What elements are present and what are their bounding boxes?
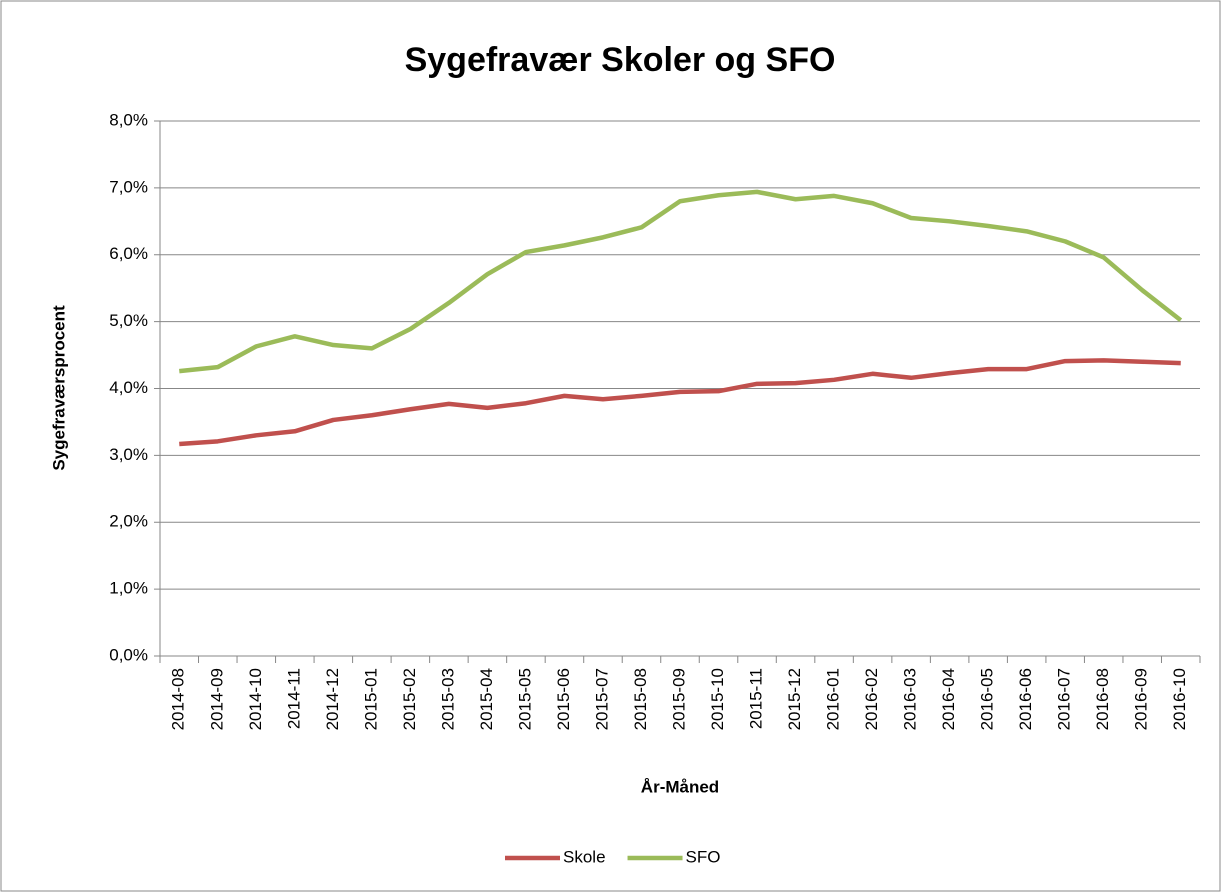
x-tick-label: 2016-09	[1132, 668, 1151, 730]
x-tick-label: 2015-01	[361, 668, 380, 730]
x-tick-label: 2016-01	[824, 668, 843, 730]
x-tick-label: 2016-06	[1016, 668, 1035, 730]
legend-label: Skole	[563, 847, 606, 866]
x-tick-label: 2015-11	[747, 668, 766, 729]
y-tick-label: 6,0%	[109, 244, 148, 263]
x-tick-label: 2015-10	[708, 668, 727, 730]
x-tick-label: 2014-08	[169, 668, 188, 730]
x-tick-label: 2015-02	[400, 668, 419, 730]
y-tick-label: 8,0%	[109, 110, 148, 129]
x-tick-label: 2015-05	[515, 668, 534, 730]
x-tick-label: 2016-07	[1055, 668, 1074, 730]
y-tick-label: 2,0%	[109, 512, 148, 531]
y-tick-label: 3,0%	[109, 445, 148, 464]
y-tick-label: 7,0%	[109, 177, 148, 196]
x-tick-label: 2016-04	[939, 668, 958, 730]
legend-label: SFO	[686, 847, 721, 866]
x-tick-label: 2015-09	[669, 668, 688, 730]
x-tick-label: 2015-07	[592, 668, 611, 730]
y-tick-label: 5,0%	[109, 311, 148, 330]
x-tick-label: 2015-06	[554, 668, 573, 730]
x-tick-label: 2014-12	[323, 668, 342, 730]
y-tick-label: 0,0%	[109, 645, 148, 664]
x-tick-label: 2016-02	[862, 668, 881, 730]
x-tick-label: 2015-08	[631, 668, 650, 730]
x-tick-label: 2016-05	[978, 668, 997, 730]
x-axis-title: År-Måned	[641, 777, 719, 796]
x-tick-label: 2014-09	[207, 668, 226, 730]
series-line	[179, 189, 1183, 374]
x-tick-label: 2014-10	[246, 668, 265, 730]
x-tick-label: 2016-10	[1170, 668, 1189, 730]
y-tick-label: 1,0%	[109, 579, 148, 598]
x-tick-label: 2015-04	[477, 668, 496, 730]
chart-title: Sygefravær Skoler og SFO	[405, 41, 836, 79]
y-tick-label: 4,0%	[109, 378, 148, 397]
x-tick-label: 2014-11	[284, 668, 303, 729]
series-line	[179, 358, 1181, 447]
x-tick-label: 2016-03	[901, 668, 920, 730]
x-tick-label: 2015-03	[438, 668, 457, 730]
x-tick-label: 2016-08	[1093, 668, 1112, 730]
x-tick-label: 2015-12	[785, 668, 804, 730]
y-axis-title: Sygefraværsprocent	[49, 305, 68, 471]
